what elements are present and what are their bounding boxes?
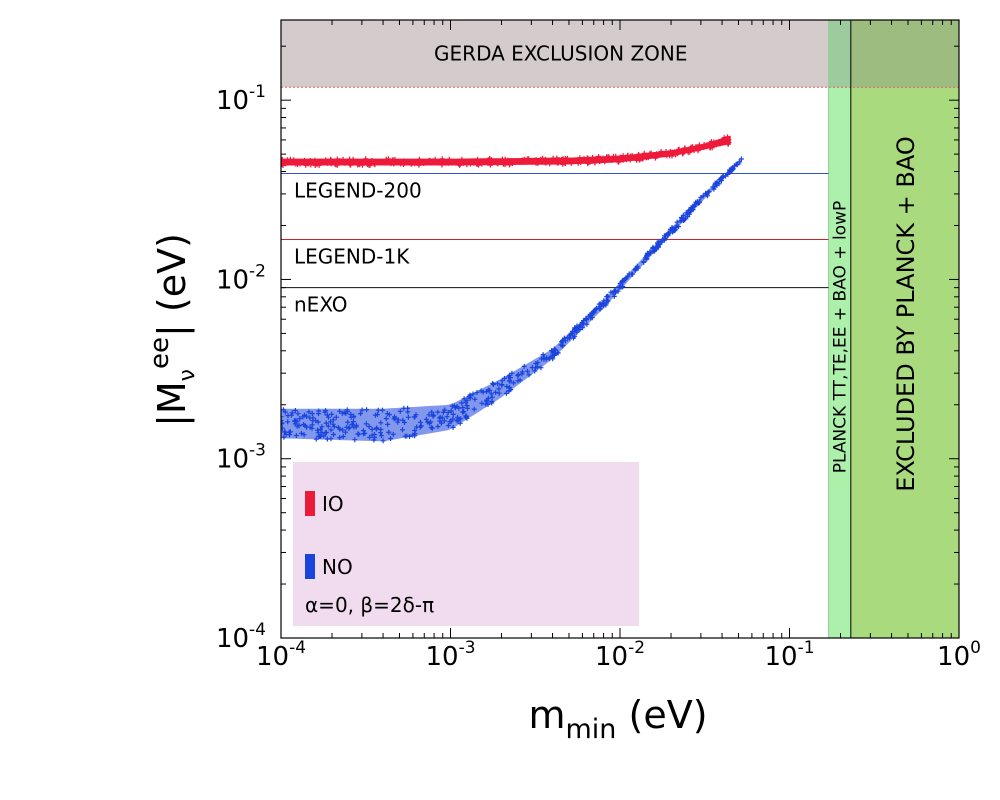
planck-bao-region bbox=[850, 20, 959, 638]
legend-note: α=0, β=2δ-π bbox=[305, 593, 434, 617]
io-band bbox=[281, 135, 731, 166]
y-tick-base: 10 bbox=[216, 624, 249, 654]
y-tick-exp: -1 bbox=[249, 82, 266, 102]
planck-lowp-region bbox=[828, 20, 851, 638]
no-markers bbox=[281, 156, 744, 444]
x-tick-exp: -1 bbox=[798, 638, 815, 658]
y-tick-label: 10-1 bbox=[216, 82, 266, 116]
gerda-label: GERDA EXCLUSION ZONE bbox=[434, 42, 687, 66]
x-tick-exp: -2 bbox=[628, 638, 645, 658]
nexo-label: nEXO bbox=[294, 293, 347, 317]
legend-1k-label: LEGEND-1K bbox=[294, 245, 410, 269]
legend-swatch-no bbox=[305, 554, 315, 579]
legend-200-label: LEGEND-200 bbox=[294, 178, 422, 202]
x-tick-label: 10-3 bbox=[425, 638, 475, 672]
y-tick-label: 10-4 bbox=[216, 620, 266, 654]
x-axis-title: mmin (eV) bbox=[528, 693, 707, 745]
x-tick-base: 10 bbox=[595, 642, 628, 672]
y-tick-exp: -3 bbox=[249, 441, 266, 461]
y-tick-base: 10 bbox=[216, 445, 249, 475]
x-tick-exp: 0 bbox=[970, 638, 981, 658]
x-tick-base: 10 bbox=[425, 642, 458, 672]
x-title-sub: min bbox=[566, 714, 617, 745]
y-tick-base: 10 bbox=[216, 86, 249, 116]
io-series bbox=[281, 134, 732, 168]
x-tick-base: 10 bbox=[764, 642, 797, 672]
legend-label-no: NO bbox=[322, 555, 353, 579]
legend-label-io: IO bbox=[322, 492, 344, 516]
x-tick-label: 10-4 bbox=[256, 638, 306, 672]
overlap-region bbox=[828, 20, 959, 88]
y-title-post: | (eV) bbox=[150, 233, 195, 337]
x-tick-label: 10-2 bbox=[595, 638, 645, 672]
x-title-main: m bbox=[528, 693, 565, 737]
x-tick-label: 10-1 bbox=[764, 638, 814, 672]
x-tick-label: 100 bbox=[937, 638, 981, 672]
x-tick-exp: -3 bbox=[459, 638, 476, 658]
y-title-sub: ν bbox=[175, 369, 200, 381]
y-axis-title: |Mνee| (eV) bbox=[145, 233, 200, 427]
y-tick-exp: -4 bbox=[249, 620, 266, 640]
x-tick-exp: -4 bbox=[289, 638, 306, 658]
legend-box bbox=[293, 462, 639, 626]
y-tick-exp: -2 bbox=[249, 261, 266, 281]
no-series bbox=[281, 156, 744, 444]
x-tick-base: 10 bbox=[937, 642, 970, 672]
planck-lowp-label: PLANCK TT,TE,EE + BAO + lowP bbox=[831, 201, 851, 474]
y-tick-label: 10-2 bbox=[216, 261, 266, 295]
y-title-pre: |M bbox=[150, 381, 195, 427]
x-tick-base: 10 bbox=[256, 642, 289, 672]
y-tick-label: 10-3 bbox=[216, 441, 266, 475]
planck-bao-label: EXCLUDED BY PLANCK + BAO bbox=[892, 136, 920, 492]
y-tick-base: 10 bbox=[216, 265, 249, 295]
x-title-unit: (eV) bbox=[616, 693, 707, 737]
io-markers bbox=[281, 134, 732, 168]
legend-swatch-io bbox=[305, 491, 315, 516]
y-title-sup: ee bbox=[145, 337, 175, 369]
